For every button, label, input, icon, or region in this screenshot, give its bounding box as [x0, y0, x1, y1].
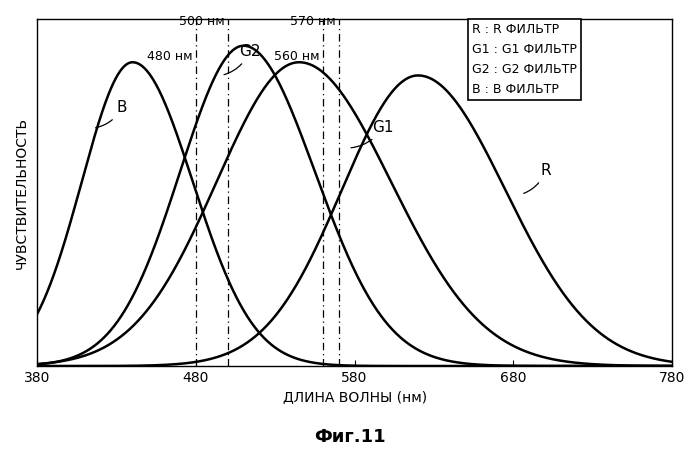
X-axis label: ДЛИНА ВОЛНЫ (нм): ДЛИНА ВОЛНЫ (нм) [283, 391, 426, 405]
Text: R : R ФИЛЬТР
G1 : G1 ФИЛЬТР
G2 : G2 ФИЛЬТР
B : В ФИЛЬТР: R : R ФИЛЬТР G1 : G1 ФИЛЬТР G2 : G2 ФИЛЬ… [472, 23, 577, 96]
Text: B: B [96, 100, 127, 128]
Text: 500 нм: 500 нм [178, 15, 225, 28]
Text: G1: G1 [351, 120, 393, 148]
Text: Фиг.11: Фиг.11 [314, 428, 386, 446]
Text: 570 нм: 570 нм [290, 15, 335, 28]
Text: R: R [524, 163, 551, 193]
Text: G2: G2 [224, 44, 260, 75]
Text: 560 нм: 560 нм [274, 50, 320, 63]
Y-axis label: ЧУВСТВИТЕЛЬНОСТЬ: ЧУВСТВИТЕЛЬНОСТЬ [15, 117, 29, 269]
Text: 480 нм: 480 нм [147, 50, 193, 63]
